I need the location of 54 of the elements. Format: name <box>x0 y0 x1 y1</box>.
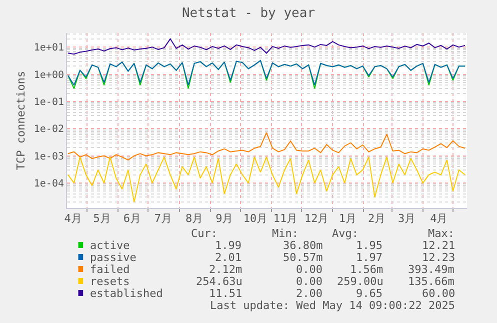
x-tick-label: 10月 <box>243 212 268 226</box>
text: 50.57m <box>283 251 324 264</box>
text: 0.00 <box>296 263 322 276</box>
text: 393.49m <box>408 263 455 276</box>
x-tick-label: 5月 <box>93 212 111 226</box>
x-tick-label: 12月 <box>304 212 329 226</box>
x-tick-label: 1月 <box>338 212 357 226</box>
text: 36.80m <box>283 239 324 252</box>
y-tick-label: 1e+00 <box>34 70 64 81</box>
line-series <box>68 132 466 161</box>
x-tick-label: 9月 <box>216 212 234 226</box>
text: 1.56m <box>350 263 384 276</box>
text: 1.99 <box>215 239 242 252</box>
text: Last update: Wed May 14 09:00:22 2025 <box>210 299 456 312</box>
text: Max: <box>428 227 454 240</box>
x-tick-label: 3月 <box>398 212 416 226</box>
x-tick-label: 8月 <box>186 212 204 226</box>
text: Avg: <box>332 227 358 240</box>
text: 2.12m <box>209 263 242 276</box>
text: 2.00 <box>296 287 322 300</box>
text: Min: <box>272 227 298 240</box>
text: 135.66m <box>408 275 455 288</box>
y-tick-label: 1e-04 <box>34 178 64 190</box>
legend-label: active <box>90 239 130 252</box>
legend-label: failed <box>90 263 130 276</box>
x-tick-label: 6月 <box>123 212 141 226</box>
line-series <box>68 38 466 55</box>
y-tick-label: 1e+01 <box>34 42 64 54</box>
text: 12.21 <box>422 239 456 252</box>
x-tick-label: 4月 <box>64 212 82 226</box>
y-tick-label: 1e-03 <box>34 151 64 162</box>
text: 259.00u <box>337 275 384 288</box>
text: 1.97 <box>356 251 382 264</box>
x-tick-label: 2月 <box>368 212 386 226</box>
y-tick-label: 1e-01 <box>34 96 64 108</box>
chart-title: Netstat - by year <box>182 6 316 22</box>
text: 12.23 <box>422 251 456 264</box>
legend-label: passive <box>90 251 136 264</box>
y-axis-title: TCP connections <box>14 70 28 170</box>
line-series <box>68 156 466 202</box>
text: 254.63u <box>196 275 242 288</box>
text: Cur: <box>191 227 218 240</box>
text: 1.95 <box>356 239 382 252</box>
text: 11.51 <box>209 287 242 300</box>
text: 2.01 <box>215 251 242 264</box>
x-tick-label: 7月 <box>154 212 172 226</box>
y-tick-label: 1e-02 <box>34 124 64 136</box>
legend-label: established <box>90 287 163 300</box>
text: 0.00 <box>296 275 322 288</box>
text: 9.65 <box>356 287 382 300</box>
text: 60.00 <box>422 287 456 300</box>
x-tick-label: 11月 <box>273 212 298 226</box>
legend-label: resets <box>90 275 130 288</box>
x-tick-label: 4月 <box>430 212 448 226</box>
